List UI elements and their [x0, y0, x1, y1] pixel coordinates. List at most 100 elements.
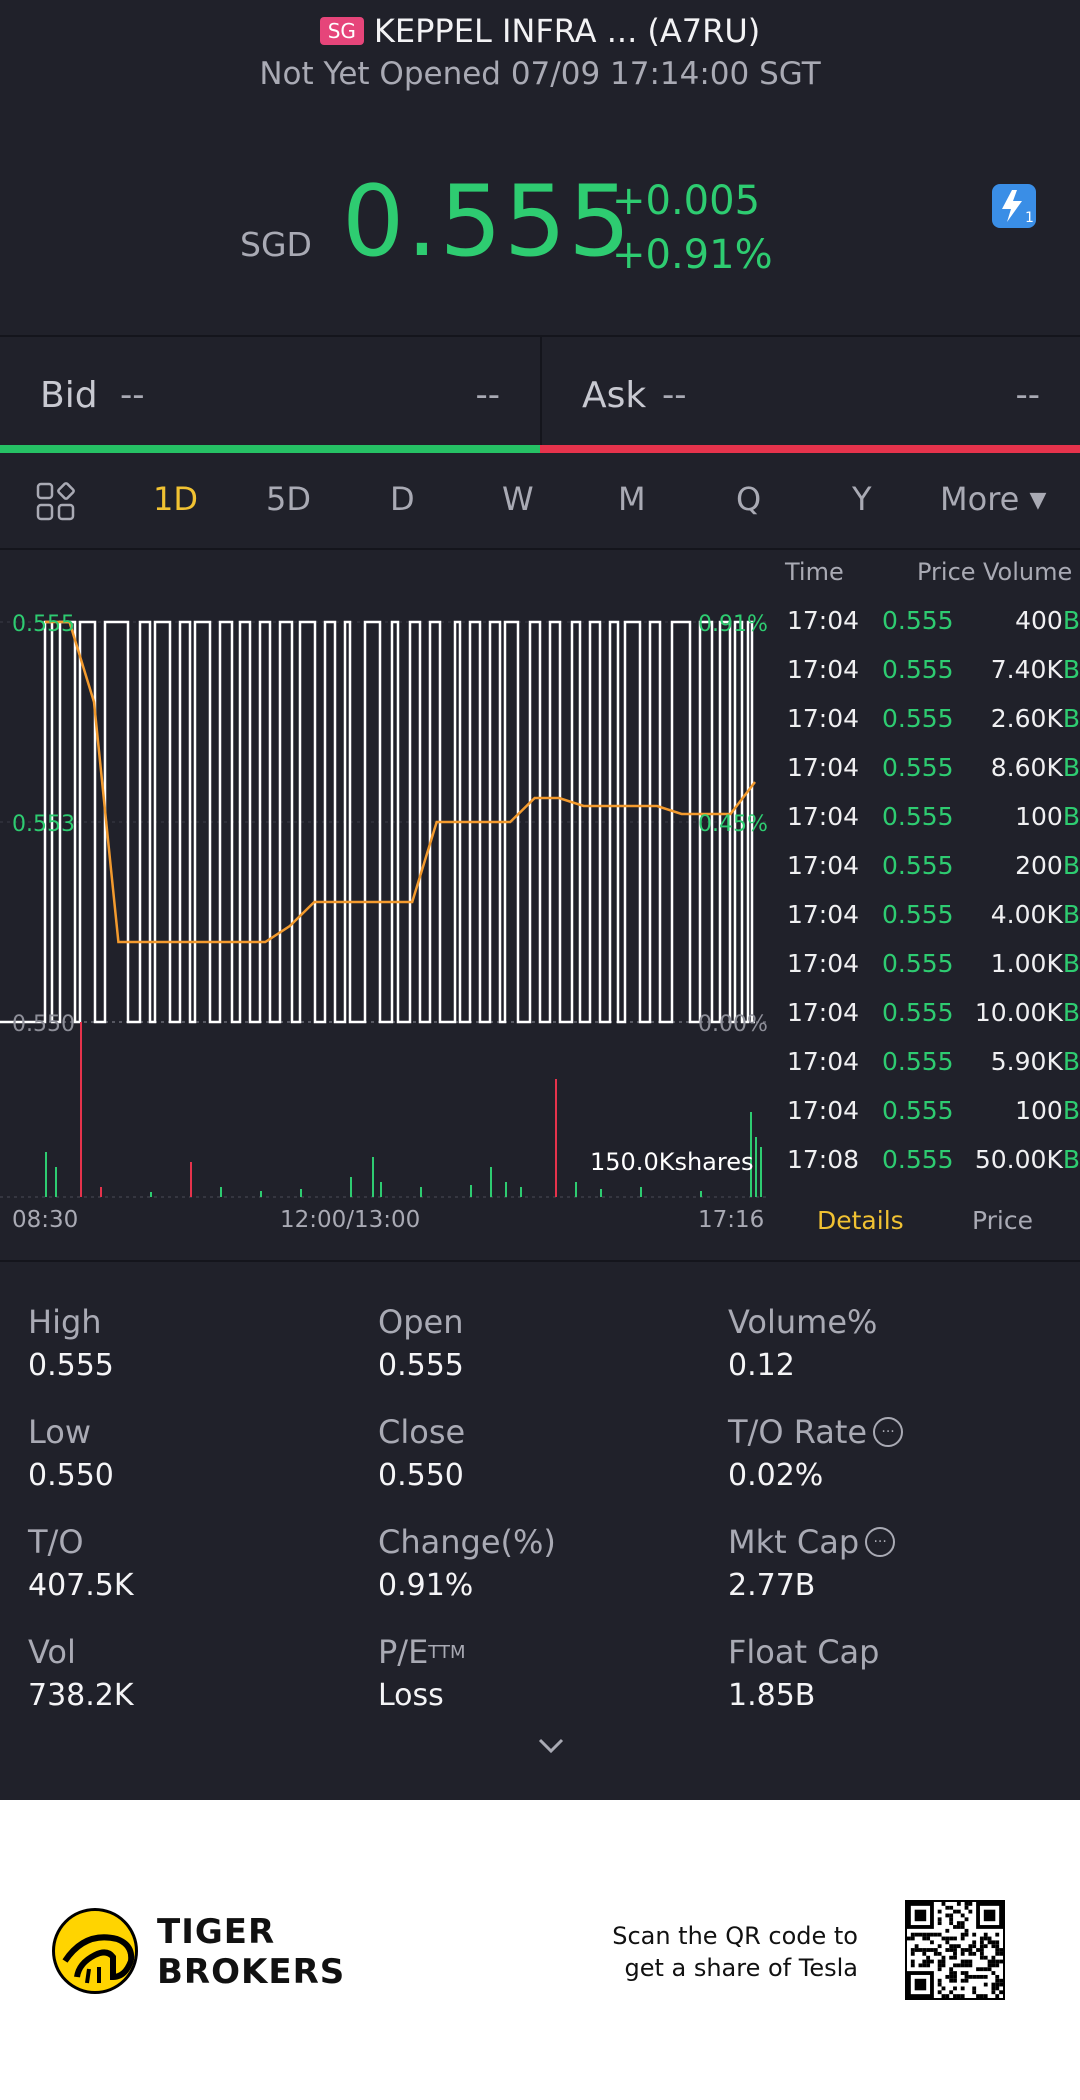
- flash-badge-count: 1: [1025, 210, 1034, 226]
- volume-bar: [750, 1112, 752, 1197]
- price-change: +0.005: [612, 178, 761, 224]
- tiger-logo-icon: [52, 1908, 138, 1994]
- trade-volume: 7.40KB: [991, 655, 1080, 684]
- tab-1d[interactable]: 1D: [153, 480, 198, 518]
- volume-bar: [520, 1187, 522, 1197]
- trade-volume: 2.60KB: [991, 704, 1080, 733]
- stat-label-text: Mkt Cap: [728, 1523, 860, 1561]
- trade-row: 17:04 0.555 10.00KB: [775, 988, 1080, 1037]
- volume-bar: [505, 1182, 507, 1197]
- volume-bar: [260, 1191, 262, 1197]
- tab-price[interactable]: Price: [972, 1206, 1033, 1235]
- pct-axis-mid: 0.45%: [698, 812, 768, 837]
- stat-high: High 0.555: [28, 1300, 348, 1410]
- caret-down-icon: ▼: [1029, 488, 1047, 513]
- trade-volume-value: 100: [1015, 802, 1063, 831]
- trade-volume: 100B: [1015, 802, 1080, 831]
- trade-volume-value: 7.40K: [990, 655, 1063, 684]
- brand-line-2: BROKERS: [157, 1952, 346, 1992]
- stat-t-o-rate: T/O Rate ··· 0.02%: [728, 1410, 1048, 1520]
- stat-open: Open 0.555: [378, 1300, 698, 1410]
- tab-y[interactable]: Y: [852, 480, 872, 518]
- ask-strength-bar: [540, 445, 1080, 453]
- stat-value: 0.550: [378, 1458, 464, 1493]
- share-footer: TIGER BROKERS Scan the QR code to get a …: [0, 1800, 1080, 2100]
- stat-label-text: Open: [378, 1303, 464, 1341]
- stat-label-text: T/O: [28, 1523, 84, 1561]
- stat-label-text: Vol: [28, 1633, 76, 1671]
- tab-w[interactable]: W: [502, 480, 534, 518]
- tab-m[interactable]: M: [618, 480, 646, 518]
- tab-q[interactable]: Q: [736, 480, 762, 518]
- trade-volume: 50.00KB: [975, 1145, 1080, 1174]
- trade-volume: 8.60KB: [991, 753, 1080, 782]
- stat-label: Float Cap: [728, 1630, 1048, 1674]
- volume-bar: [45, 1152, 47, 1197]
- stat-label-text: Close: [378, 1413, 466, 1451]
- promo-line-2: get a share of Tesla: [624, 1954, 858, 1982]
- trade-price: 0.555: [882, 949, 954, 978]
- trade-time: 17:04: [787, 1047, 860, 1076]
- trade-volume-value: 400: [1015, 606, 1063, 635]
- trades-header-price: Price: [917, 558, 976, 586]
- stat-label: Change(%): [378, 1520, 698, 1564]
- bid-size: --: [475, 375, 500, 415]
- stat-label: Vol: [28, 1630, 348, 1674]
- trade-row: 17:04 0.555 8.60KB: [775, 743, 1080, 792]
- trade-volume: 10.00KB: [975, 998, 1080, 1027]
- trade-price: 0.555: [882, 1145, 954, 1174]
- ask-cell[interactable]: Ask -- --: [540, 337, 1080, 445]
- qr-code-icon[interactable]: [905, 1900, 1005, 2000]
- bid-price: --: [120, 375, 145, 415]
- market-status: Not Yet Opened 07/09 17:14:00 SGT: [259, 56, 821, 92]
- stat-value: 0.550: [28, 1458, 114, 1493]
- stat-value: 0.555: [378, 1348, 464, 1383]
- trade-price: 0.555: [882, 753, 954, 782]
- stat-value: 738.2K: [28, 1678, 134, 1713]
- volume-bar: [190, 1162, 192, 1197]
- average-price-line: [45, 620, 756, 944]
- pct-axis-low: 0.00%: [698, 1012, 768, 1037]
- trade-time: 17:08: [787, 1145, 860, 1174]
- time-axis-mid: 12:00/13:00: [280, 1207, 421, 1233]
- tab-5d[interactable]: 5D: [266, 480, 311, 518]
- stat-low: Low 0.550: [28, 1410, 348, 1520]
- trade-time: 17:04: [787, 851, 860, 880]
- chart-canvas: [0, 620, 770, 1198]
- promo-line-1: Scan the QR code to: [612, 1922, 858, 1950]
- tab-d[interactable]: D: [390, 480, 415, 518]
- trade-volume-value: 2.60K: [990, 704, 1063, 733]
- volume-bar: [150, 1192, 152, 1197]
- tick-price-line: [0, 620, 755, 1024]
- tab-details[interactable]: Details: [817, 1206, 904, 1235]
- trade-side-badge: B: [1062, 704, 1080, 733]
- stat-label-text: High: [28, 1303, 102, 1341]
- more-info-icon[interactable]: ···: [865, 1527, 896, 1557]
- flash-quote-icon[interactable]: 1: [992, 184, 1036, 228]
- bid-cell[interactable]: Bid -- --: [0, 337, 540, 445]
- intraday-chart[interactable]: 0.555 0.553 0.550 0.91% 0.45% 0.00% 150.…: [0, 552, 775, 1242]
- stat-value: 0.12: [728, 1348, 795, 1383]
- trade-side-badge: B: [1062, 949, 1080, 978]
- more-info-icon[interactable]: ···: [873, 1417, 904, 1447]
- volume-bar: [555, 1079, 557, 1197]
- stat-change: Change(%) 0.91%: [378, 1520, 698, 1630]
- trade-row: 17:04 0.555 200B: [775, 841, 1080, 890]
- trade-side-badge: B: [1062, 1145, 1080, 1174]
- volume-bar: [100, 1187, 102, 1197]
- trade-time: 17:04: [787, 998, 860, 1027]
- volume-bar: [575, 1182, 577, 1197]
- trade-side-badge: B: [1062, 998, 1080, 1027]
- tab-more[interactable]: More ▼: [940, 480, 1046, 518]
- stat-mkt-cap: Mkt Cap ··· 2.77B: [728, 1520, 1048, 1630]
- stat-float-cap: Float Cap 1.85B: [728, 1630, 1048, 1740]
- stat-label: Close: [378, 1410, 698, 1454]
- stat-label-text: Float Cap: [728, 1633, 880, 1671]
- pct-axis-high: 0.91%: [698, 612, 768, 637]
- trade-price: 0.555: [882, 704, 954, 733]
- chevron-down-icon[interactable]: [536, 1737, 566, 1755]
- trade-volume-value: 1.00K: [990, 949, 1063, 978]
- layout-grid-icon[interactable]: [36, 482, 76, 522]
- stat-value: 407.5K: [28, 1568, 134, 1603]
- volume-bar: [760, 1147, 762, 1197]
